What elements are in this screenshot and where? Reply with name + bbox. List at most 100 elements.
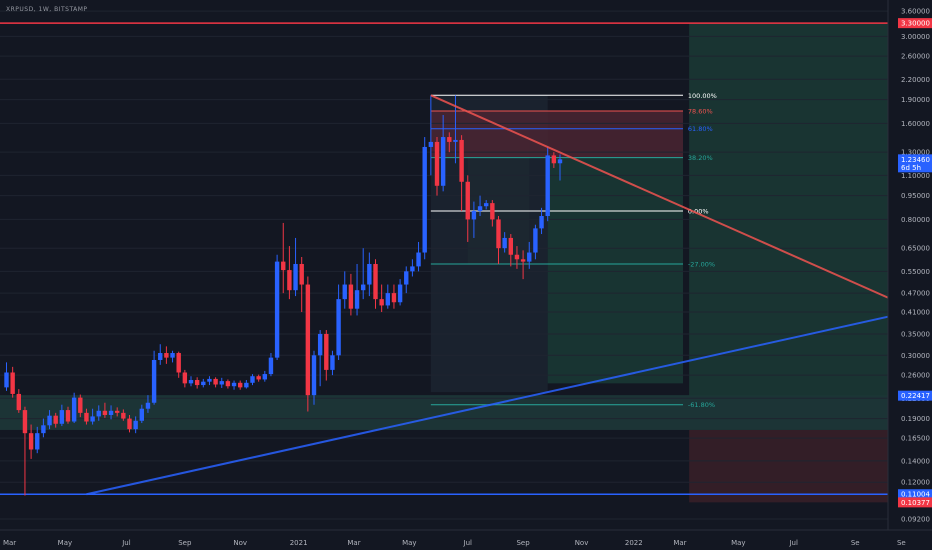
candle-body-22 <box>139 408 144 421</box>
candle-body-76 <box>471 211 477 220</box>
x-tick-label-9: Sep <box>516 539 530 547</box>
candle-body-5 <box>35 433 40 450</box>
candle-body-56 <box>348 284 354 309</box>
x-tick-label-0: Mar <box>3 539 16 547</box>
y-tick-label-22: 0.09200 <box>901 516 930 524</box>
candle-body-32 <box>201 381 206 386</box>
candle-body-21 <box>133 420 138 430</box>
candle-body-44 <box>274 261 280 358</box>
y-tick-label-21: 0.12000 <box>901 479 930 487</box>
candle-body-75 <box>465 181 470 220</box>
candle-body-19 <box>121 412 126 419</box>
candle-body-14 <box>90 416 95 422</box>
price-badge-sublabel-1: 6d 5h <box>901 164 921 172</box>
candle-body-9 <box>59 410 65 424</box>
candle-body-51 <box>317 333 323 356</box>
x-tick-label-5: 2021 <box>290 539 308 547</box>
candle-body-15 <box>96 410 101 417</box>
candle-body-26 <box>164 353 169 358</box>
x-tick-label-11: 2022 <box>625 539 643 547</box>
candle-body-66 <box>410 266 415 272</box>
fib-label-6: -61.80% <box>688 401 715 409</box>
candle-body-61 <box>379 299 384 306</box>
price-badge-label-2: 0.22417 <box>901 392 930 400</box>
zone-3 <box>430 111 683 158</box>
price-badge-bg-3 <box>898 489 932 500</box>
y-tick-label-19: 0.16500 <box>901 435 930 443</box>
candle-body-16 <box>102 410 108 415</box>
fib-label-4: 0.00% <box>688 208 709 216</box>
candle-body-78 <box>484 203 489 207</box>
zone-6 <box>689 429 888 503</box>
candle-body-57 <box>354 290 360 309</box>
candle-body-40 <box>250 376 255 383</box>
y-tick-label-5: 1.60000 <box>901 120 930 128</box>
candle-body-63 <box>391 293 397 303</box>
candle-body-73 <box>453 139 458 142</box>
fib-label-1: 78.60% <box>688 108 713 116</box>
candle-body-12 <box>78 397 83 413</box>
price-badge-bg-2 <box>898 390 932 401</box>
candle-body-41 <box>256 376 261 380</box>
candle-body-48 <box>299 263 304 285</box>
candle-body-50 <box>311 355 317 396</box>
candle-body-35 <box>219 381 224 385</box>
zone-4 <box>547 157 683 384</box>
x-tick-label-10: Nov <box>575 539 589 547</box>
y-tick-label-3: 2.20000 <box>901 76 930 84</box>
candle-body-13 <box>84 412 89 422</box>
price-badge-bg-4 <box>898 497 932 508</box>
candle-body-65 <box>404 271 409 285</box>
y-tick-label-1: 3.00000 <box>901 33 930 41</box>
price-badge-label-3: 0.11004 <box>901 491 930 499</box>
candle-body-27 <box>170 353 175 358</box>
symbol-label: XRPUSD, 1W, BITSTAMP <box>6 6 88 13</box>
x-tick-label-15: Se <box>851 539 860 547</box>
candle-body-62 <box>385 293 390 306</box>
candle-body-42 <box>262 374 267 380</box>
y-tick-label-18: 0.19000 <box>901 415 930 423</box>
candle-body-29 <box>182 372 188 384</box>
candle-body-53 <box>330 355 335 370</box>
candle-body-87 <box>539 216 544 229</box>
x-tick-label-last: Se <box>897 539 906 547</box>
price-badge-bg-0 <box>898 18 932 29</box>
candle-body-70 <box>434 141 440 186</box>
candle-body-85 <box>527 252 532 262</box>
candle-body-23 <box>145 402 151 409</box>
candle-body-38 <box>238 382 243 388</box>
trend-line-1 <box>430 94 918 312</box>
x-tick-label-8: Jul <box>463 539 473 547</box>
y-tick-label-0: 3.60000 <box>901 8 930 16</box>
y-tick-label-8: 0.95000 <box>901 192 930 200</box>
candle-body-54 <box>336 299 341 356</box>
candle-body-25 <box>158 353 163 361</box>
candle-body-7 <box>47 415 52 426</box>
y-tick-label-2: 2.60000 <box>901 53 930 61</box>
candle-body-83 <box>514 254 520 260</box>
candle-body-81 <box>502 237 507 249</box>
x-tick-label-1: May <box>58 539 72 547</box>
candle-body-34 <box>213 378 218 385</box>
candle-body-39 <box>244 382 249 388</box>
y-tick-label-9: 0.80000 <box>901 216 930 224</box>
candle-body-31 <box>194 380 200 386</box>
x-tick-label-12: Mar <box>673 539 686 547</box>
zone-0 <box>0 395 888 430</box>
y-tick-label-15: 0.30000 <box>901 352 930 360</box>
candle-body-59 <box>367 263 372 285</box>
y-tick-label-14: 0.35000 <box>901 330 930 338</box>
y-tick-label-10: 0.65000 <box>901 245 930 253</box>
price-badge-label-1: 1.23460 <box>901 156 930 164</box>
fib-label-3: 38.20% <box>688 154 713 162</box>
candle-body-2 <box>16 393 21 411</box>
price-badge-label-4: 0.10377 <box>901 499 930 507</box>
price-badge-label-0: 3.30000 <box>901 20 930 28</box>
candle-body-52 <box>324 333 329 370</box>
candle-body-86 <box>533 228 538 253</box>
candle-body-4 <box>28 433 34 450</box>
candle-body-80 <box>496 219 501 249</box>
candle-body-71 <box>440 137 446 186</box>
